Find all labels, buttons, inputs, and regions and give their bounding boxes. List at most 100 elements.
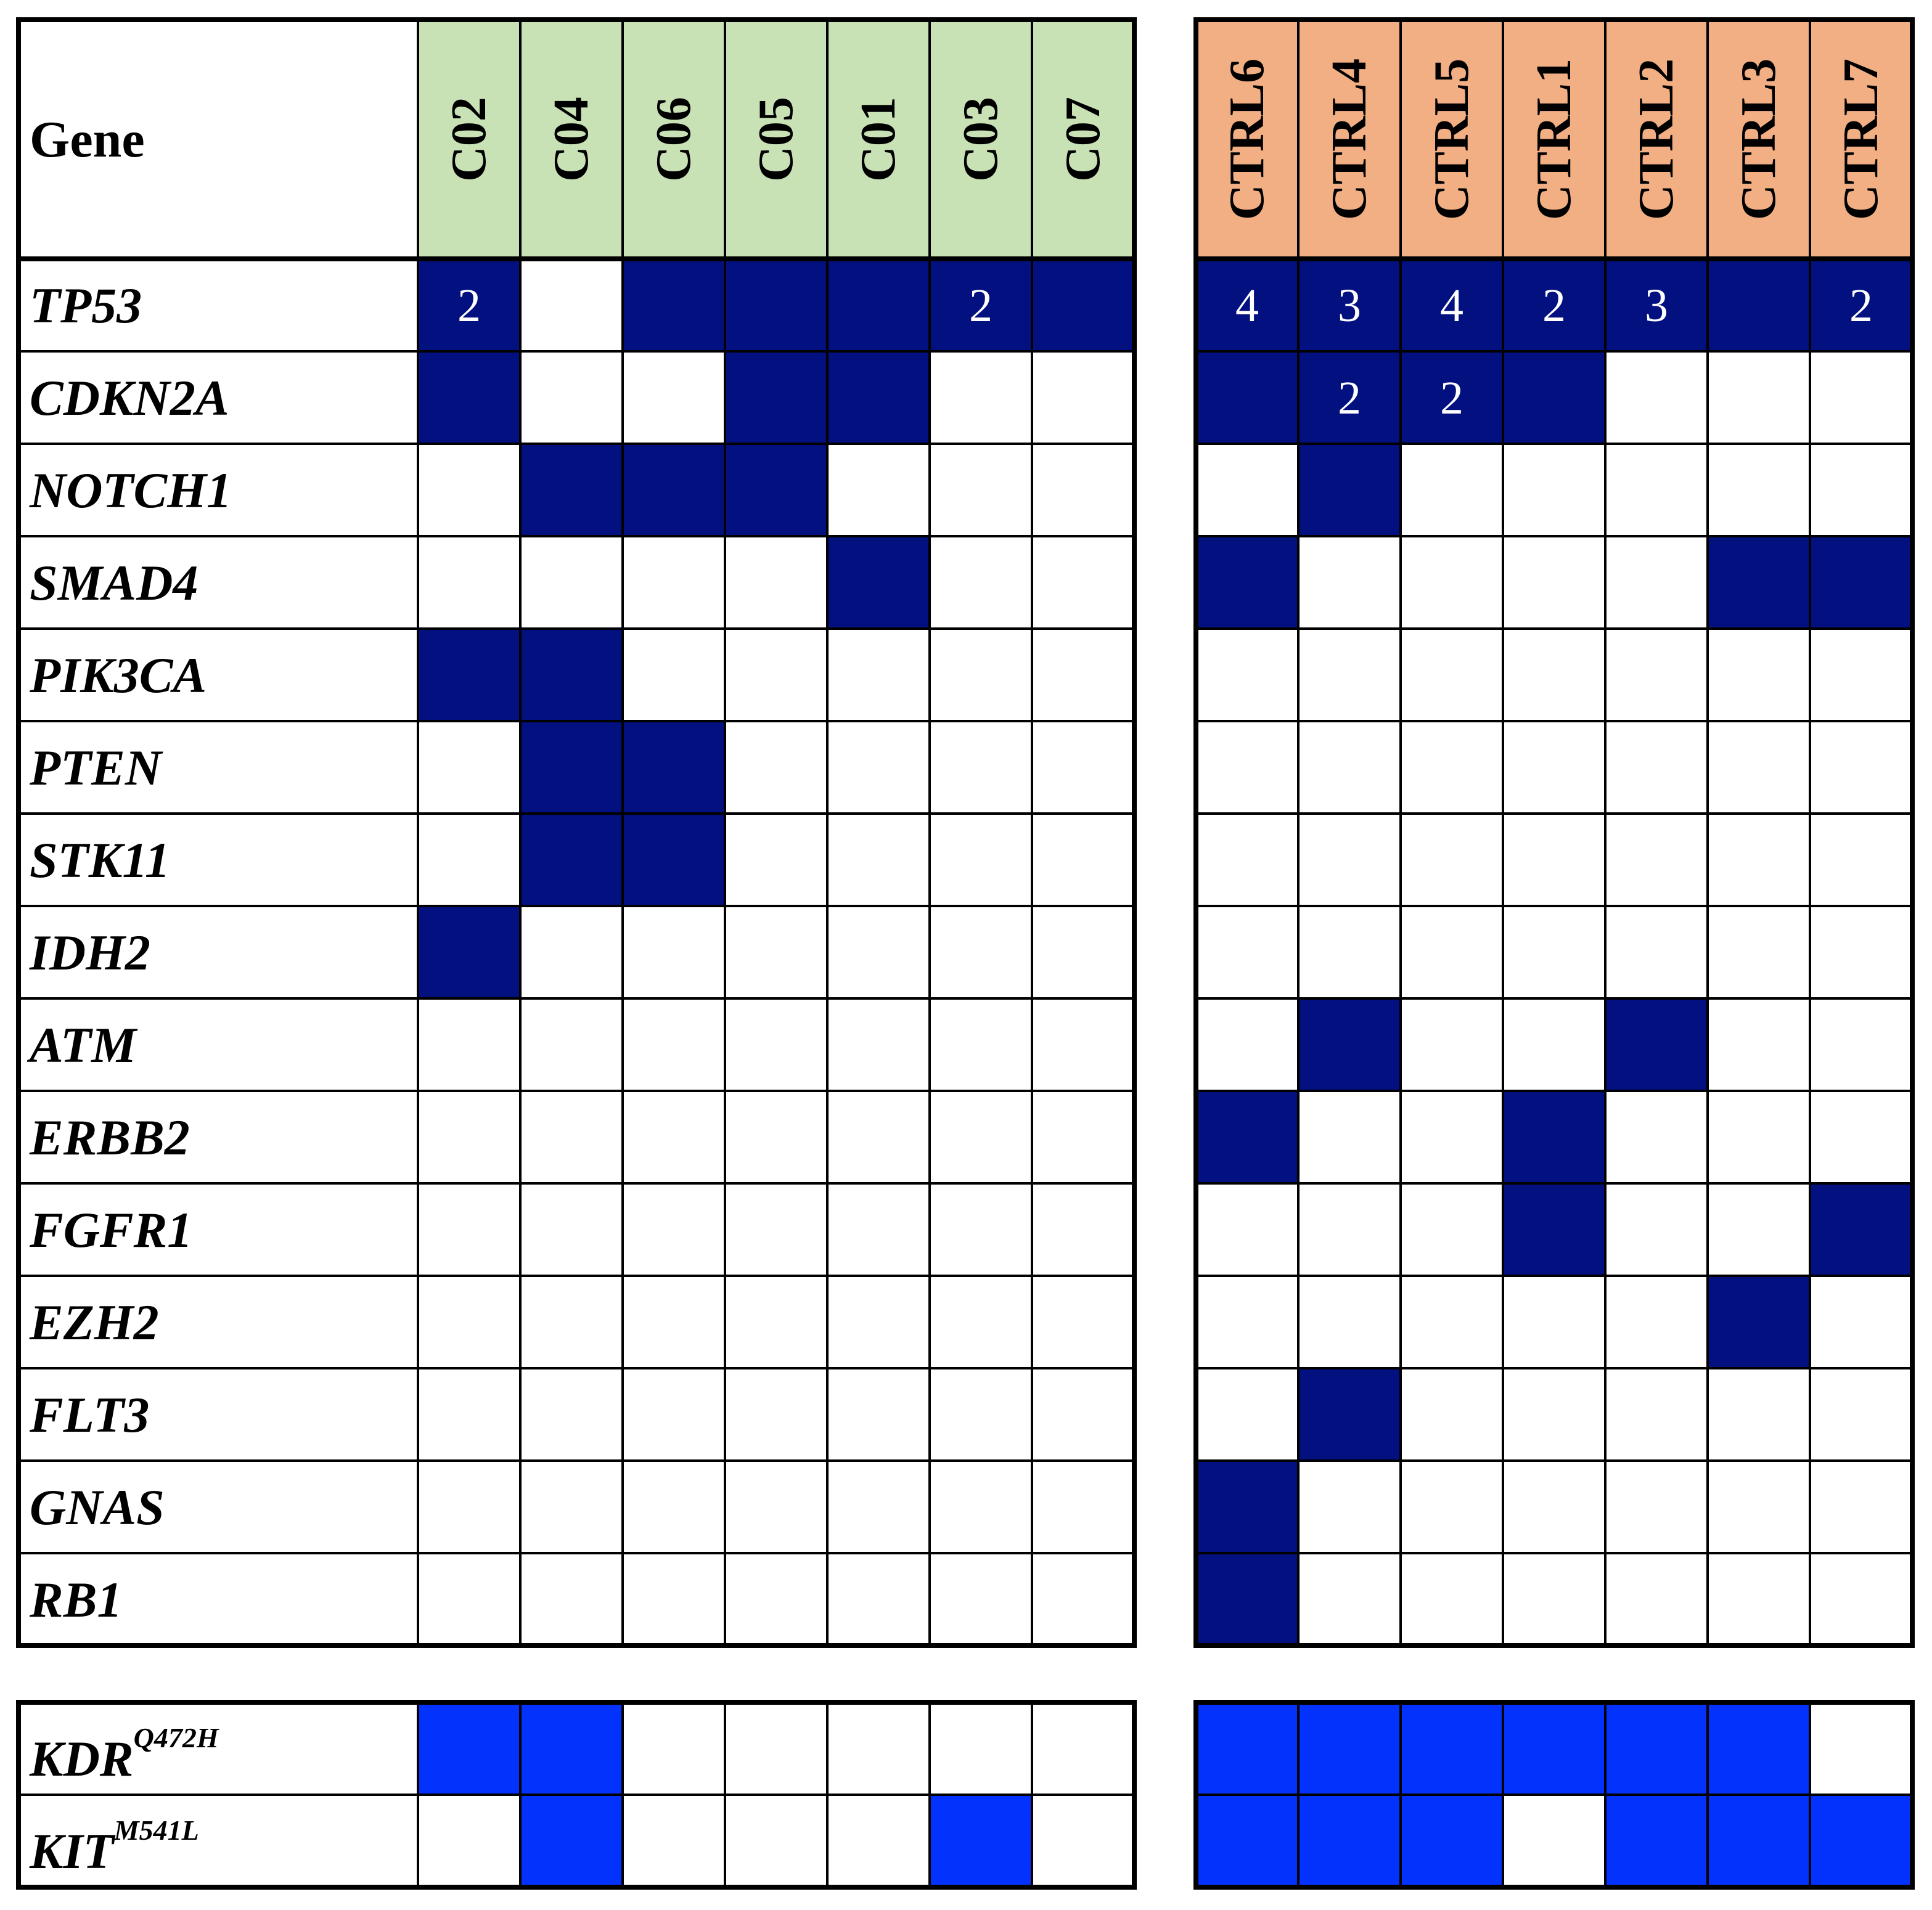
variant-cell-kit-control-1 [1196,1795,1298,1887]
case-sample-label-c07: C07 [1056,97,1110,182]
mutation-cell-cdkn2a-control-2 [1298,351,1401,444]
mutation-count-tp53-control-2: 3 [1338,280,1361,332]
variant-cell-kdr-control-6 [1708,1702,1810,1795]
variant-cell-kit-control-6 [1708,1795,1810,1887]
gene-label-tp53: TP53 [30,277,142,333]
case-header-cell-c07 [1032,20,1134,259]
mutation-cell-smad4-control-1 [1196,536,1298,629]
variant-cell-kit-control-7 [1810,1795,1912,1887]
mutation-count-tp53-case-6: 2 [969,280,993,332]
mutation-cell-notch1-case-2 [520,444,623,536]
gene-label-idh2: IDH2 [29,924,150,981]
variant-cell-kit-case-2 [520,1795,623,1887]
mutation-cell-tp53-control-6 [1708,259,1810,351]
variant-label-kit: KITM541L [29,1814,199,1879]
mutation-cell-tp53-control-1 [1196,259,1298,351]
mutation-count-tp53-control-1: 4 [1235,280,1259,332]
mutation-cell-tp53-case-7 [1032,259,1134,351]
gene-label-ezh2: EZH2 [29,1294,159,1350]
control-header-cell-ctrl6 [1196,20,1298,259]
mutation-count-tp53-control-7: 2 [1849,280,1873,332]
variant-cell-kdr-control-4 [1503,1702,1605,1795]
mutation-cell-tp53-case-4 [725,259,827,351]
variant-cell-kdr-control-2 [1298,1702,1401,1795]
mutation-cell-gnas-control-1 [1196,1461,1298,1553]
case-sample-label-c06: C06 [647,97,701,182]
control-sample-label-ctrl2: CTRL2 [1629,59,1684,220]
gene-label-stk11: STK11 [30,832,170,888]
mutation-count-cdkn2a-control-3: 2 [1440,372,1463,424]
variant-cell-kdr-case-2 [520,1702,623,1795]
mutation-cell-tp53-case-3 [623,259,725,351]
control-sample-label-ctrl6: CTRL6 [1220,59,1274,220]
gene-label-smad4: SMAD4 [30,555,198,611]
variant-cell-kdr-control-5 [1605,1702,1708,1795]
right-variant-table-border [1193,1700,1915,1890]
mutation-count-tp53-control-5: 3 [1645,280,1668,332]
mutation-cell-pik3ca-case-1 [418,629,520,721]
left-table-border [16,17,1137,1648]
gene-label-notch1: NOTCH1 [29,462,232,518]
mutation-cell-erbb2-control-1 [1196,1091,1298,1183]
mutation-cell-smad4-control-7 [1810,536,1912,629]
mutation-cell-notch1-case-3 [623,444,725,536]
mutation-cell-tp53-control-4 [1503,259,1605,351]
mutation-cell-cdkn2a-case-4 [725,351,827,444]
mutation-cell-pten-case-2 [520,721,623,814]
case-sample-label-c01: C01 [851,97,906,182]
case-header-cell-c06 [623,20,725,259]
mutation-cell-tp53-case-5 [827,259,930,351]
mutation-cell-tp53-control-3 [1401,259,1503,351]
control-header-cell-ctrl3 [1708,20,1810,259]
mutation-cell-tp53-case-6 [930,259,1032,351]
left-variant-table-border [16,1700,1137,1890]
variant-cell-kdr-control-3 [1401,1702,1503,1795]
mutation-cell-stk11-case-2 [520,814,623,906]
case-header-cell-c05 [725,20,827,259]
mutation-cell-fgfr1-control-4 [1503,1183,1605,1276]
mutation-cell-tp53-control-7 [1810,259,1912,351]
variant-cell-kit-case-6 [930,1795,1032,1887]
control-sample-label-ctrl5: CTRL5 [1425,59,1479,220]
mutation-cell-cdkn2a-control-1 [1196,351,1298,444]
variant-cell-kdr-control-1 [1196,1702,1298,1795]
case-sample-label-c03: C03 [954,97,1008,182]
gene-label-atm: ATM [27,1017,138,1073]
case-sample-label-c04: C04 [544,97,599,182]
case-header-cell-c01 [827,20,930,259]
control-sample-label-ctrl1: CTRL1 [1527,59,1581,220]
mutation-cell-smad4-case-5 [827,536,930,629]
mutation-count-tp53-case-1: 2 [457,280,481,332]
variant-cell-kdr-case-1 [418,1702,520,1795]
control-header-cell-ctrl5 [1401,20,1503,259]
mutation-cell-idh2-case-1 [418,906,520,998]
gene-label-flt3: FLT3 [29,1387,149,1443]
variant-cell-kit-control-5 [1605,1795,1708,1887]
mutation-cell-smad4-control-6 [1708,536,1810,629]
control-header-cell-ctrl1 [1503,20,1605,259]
mutation-cell-tp53-case-1 [418,259,520,351]
variant-mutation-kdr: Q472H [134,1722,219,1753]
mutation-cell-atm-control-2 [1298,998,1401,1091]
gene-label-pten: PTEN [29,740,163,796]
gene-label-rb1: RB1 [29,1572,122,1628]
mutation-count-cdkn2a-control-2: 2 [1338,372,1361,424]
control-sample-label-ctrl7: CTRL7 [1834,59,1888,220]
mutation-cell-cdkn2a-case-1 [418,351,520,444]
variant-cell-kit-control-2 [1298,1795,1401,1887]
mutation-cell-fgfr1-control-7 [1810,1183,1912,1276]
case-header-cell-c02 [418,20,520,259]
mutation-cell-tp53-control-2 [1298,259,1401,351]
mutation-cell-atm-control-5 [1605,998,1708,1091]
mutation-count-tp53-control-3: 4 [1440,280,1463,332]
control-sample-label-ctrl3: CTRL3 [1732,59,1786,220]
control-sample-label-ctrl4: CTRL4 [1322,59,1377,220]
variant-cell-kit-control-3 [1401,1795,1503,1887]
case-sample-label-c05: C05 [749,97,803,182]
gene-label-gnas: GNAS [30,1479,165,1535]
case-header-cell-c04 [520,20,623,259]
mutation-cell-rb1-control-1 [1196,1553,1298,1646]
mutation-cell-cdkn2a-control-3 [1401,351,1503,444]
